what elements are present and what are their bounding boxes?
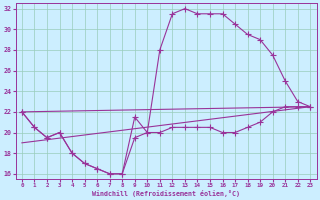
X-axis label: Windchill (Refroidissement éolien,°C): Windchill (Refroidissement éolien,°C)	[92, 190, 240, 197]
